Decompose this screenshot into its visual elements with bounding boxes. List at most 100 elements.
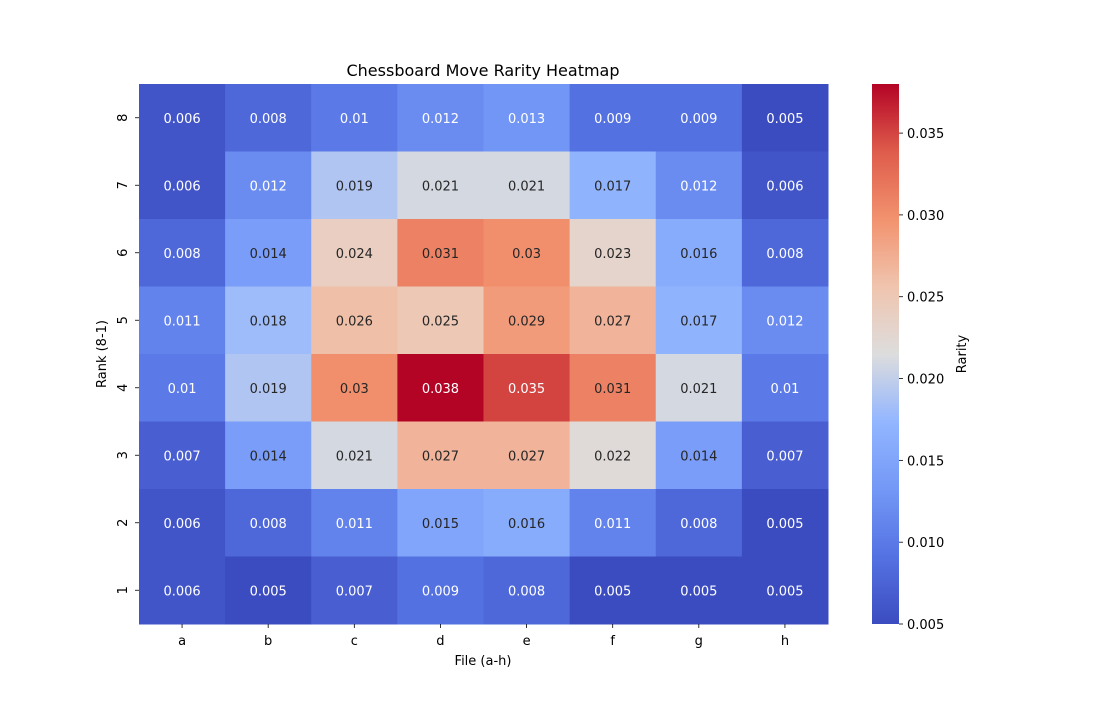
y-tick-label: 8	[116, 114, 131, 122]
y-tick-label: 4	[116, 384, 131, 392]
heatmap-cell	[397, 489, 484, 557]
heatmap-cell	[741, 219, 829, 287]
heatmap-cell	[655, 286, 743, 355]
y-tick-label: 6	[116, 249, 131, 257]
heatmap-cell	[741, 354, 829, 422]
cell-value-label: 0.005	[766, 517, 803, 532]
colorbar-tick-label: 0.025	[907, 291, 944, 306]
heatmap-cell	[397, 556, 484, 625]
heatmap-cell	[225, 556, 312, 625]
heatmap-cell	[483, 84, 571, 152]
y-tick-label: 7	[116, 181, 131, 189]
cell-value-labels: 0.006 0.008 0.01 0.012 0.013 0.009 0.009 0.005 0…	[163, 112, 803, 600]
heatmap-cell	[311, 556, 398, 625]
cell-value-label: 0.021	[680, 382, 717, 397]
heatmap-cell	[397, 151, 484, 220]
cell-value-label: 0.011	[163, 314, 200, 329]
heatmap-cell	[741, 286, 829, 355]
cell-value-label: 0.006	[163, 112, 200, 127]
heatmap-cell	[655, 556, 743, 625]
cell-value-label: 0.031	[594, 382, 631, 397]
heatmap-cell	[225, 354, 312, 422]
x-tick-label: g	[695, 634, 703, 649]
cell-value-label: 0.025	[422, 314, 459, 329]
cell-value-label: 0.005	[250, 584, 287, 599]
cell-value-label: 0.021	[508, 179, 545, 194]
y-axis-ticks: 8 7 6 5 4 3 2 1	[116, 114, 139, 594]
y-tick-label: 1	[116, 586, 131, 594]
heatmap-cell	[139, 489, 226, 557]
heatmap-cell	[483, 286, 571, 355]
heatmap-cell	[569, 556, 657, 625]
heatmap-cell	[741, 421, 829, 490]
heatmap-cell	[311, 219, 398, 287]
colorbar	[872, 84, 899, 624]
cell-value-label: 0.008	[250, 517, 287, 532]
cell-value-label: 0.005	[766, 112, 803, 127]
heatmap-cell	[225, 151, 312, 220]
heatmap-cell	[225, 489, 312, 557]
heatmap-cell	[397, 84, 484, 152]
cell-value-label: 0.01	[770, 382, 799, 397]
cell-value-label: 0.012	[680, 179, 717, 194]
cell-value-label: 0.009	[594, 112, 631, 127]
cell-value-label: 0.014	[680, 449, 717, 464]
colorbar-tick-label: 0.020	[907, 373, 944, 388]
cell-value-label: 0.014	[250, 449, 287, 464]
colorbar-ticks: 0.005 0.010 0.015 0.020 0.025 0.030 0.035	[899, 127, 944, 633]
cell-value-label: 0.013	[508, 112, 545, 127]
heatmap-cell	[397, 354, 484, 422]
heatmap-cell	[483, 354, 571, 422]
heatmap-cell	[483, 556, 571, 625]
cell-value-label: 0.005	[766, 584, 803, 599]
cell-value-label: 0.008	[766, 247, 803, 262]
x-tick-label: e	[523, 634, 531, 649]
heatmap-cell	[225, 286, 312, 355]
cell-value-label: 0.006	[163, 179, 200, 194]
x-tick-label: f	[610, 634, 615, 649]
cell-value-label: 0.031	[422, 247, 459, 262]
heatmap-cell	[397, 421, 484, 490]
cell-value-label: 0.016	[508, 517, 545, 532]
cell-value-label: 0.022	[594, 449, 631, 464]
cell-value-label: 0.011	[336, 517, 373, 532]
cell-value-label: 0.009	[680, 112, 717, 127]
cell-value-label: 0.021	[336, 449, 373, 464]
heatmap-cell	[139, 421, 226, 490]
heatmap-cell	[569, 489, 657, 557]
colorbar-tick-label: 0.035	[907, 127, 944, 142]
x-tick-label: c	[351, 634, 358, 649]
cell-value-label: 0.005	[680, 584, 717, 599]
heatmap-cell	[483, 421, 571, 490]
heatmap-cell	[655, 151, 743, 220]
heatmap-cell	[225, 219, 312, 287]
heatmap-cell	[569, 421, 657, 490]
heatmap-cell	[139, 219, 226, 287]
cell-value-label: 0.021	[422, 179, 459, 194]
cell-value-label: 0.018	[250, 314, 287, 329]
cell-value-label: 0.007	[766, 449, 803, 464]
cell-value-label: 0.027	[594, 314, 631, 329]
heatmap-cell	[139, 151, 226, 220]
y-tick-label: 3	[116, 451, 131, 459]
cell-value-label: 0.006	[163, 584, 200, 599]
heatmap-cell	[397, 286, 484, 355]
heatmap-cell	[311, 151, 398, 220]
cell-value-label: 0.035	[508, 382, 545, 397]
heatmap-cell	[225, 84, 312, 152]
x-axis-label: File (a-h)	[455, 654, 512, 669]
cell-value-label: 0.017	[594, 179, 631, 194]
heatmap-cell	[225, 421, 312, 490]
heatmap-cell	[569, 286, 657, 355]
heatmap-cell	[483, 489, 571, 557]
cell-value-label: 0.005	[594, 584, 631, 599]
cell-value-label: 0.016	[680, 247, 717, 262]
heatmap-cell	[741, 84, 829, 152]
heatmap-cell	[569, 151, 657, 220]
heatmap-cell	[655, 421, 743, 490]
cell-value-label: 0.03	[512, 247, 541, 262]
cell-value-label: 0.017	[680, 314, 717, 329]
cell-value-label: 0.038	[422, 382, 459, 397]
heatmap-cell	[139, 286, 226, 355]
